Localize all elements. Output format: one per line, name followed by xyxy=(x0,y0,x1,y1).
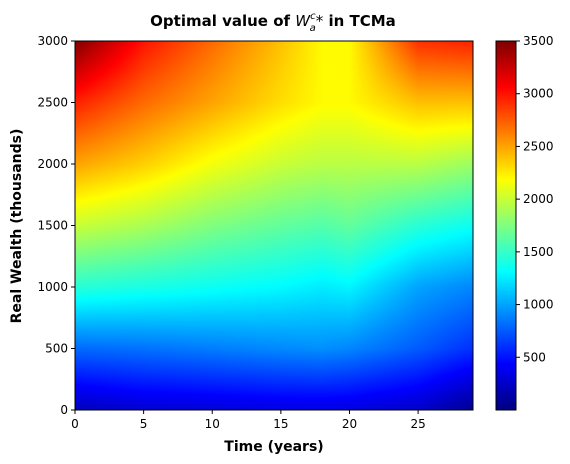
x-tick-label: 10 xyxy=(205,417,220,431)
x-tick-label: 15 xyxy=(273,417,288,431)
y-tick-label: 2000 xyxy=(37,157,68,171)
y-tick-label: 3000 xyxy=(37,34,68,48)
colorbar-tick-label: 1500 xyxy=(523,245,554,259)
y-tick-label: 2500 xyxy=(37,96,68,110)
y-tick-label: 0 xyxy=(60,403,68,417)
colorbar-tick-label: 2500 xyxy=(523,139,554,153)
x-tick-label: 25 xyxy=(410,417,425,431)
x-axis-ticks: 0 5 10 15 20 25 xyxy=(71,410,426,431)
x-tick-label: 20 xyxy=(342,417,357,431)
colorbar-ticks: 500 1000 1500 2000 2500 3000 3500 xyxy=(516,34,554,364)
x-tick-label: 0 xyxy=(71,417,79,431)
y-axis-label: Real Wealth (thousands) xyxy=(9,129,25,324)
y-axis-ticks: 0 500 1000 1500 2000 2500 3000 xyxy=(37,34,75,417)
y-tick-label: 500 xyxy=(45,342,68,356)
x-tick-label: 5 xyxy=(140,417,148,431)
colorbar-frame xyxy=(495,40,517,411)
heatmap xyxy=(75,41,473,410)
chart-title: Optimal value of Wc a* in TCMa xyxy=(150,11,396,34)
colorbar-tick-label: 3000 xyxy=(523,87,554,101)
x-axis-label: Time (years) xyxy=(224,439,323,455)
y-tick-label: 1500 xyxy=(37,219,68,233)
y-tick-label: 1000 xyxy=(37,280,68,294)
colorbar-tick-label: 1000 xyxy=(523,298,554,312)
colorbar-tick-label: 500 xyxy=(523,350,546,364)
colorbar xyxy=(496,41,516,410)
colorbar-tick-label: 3500 xyxy=(523,34,554,48)
colorbar-tick-label: 2000 xyxy=(523,192,554,206)
